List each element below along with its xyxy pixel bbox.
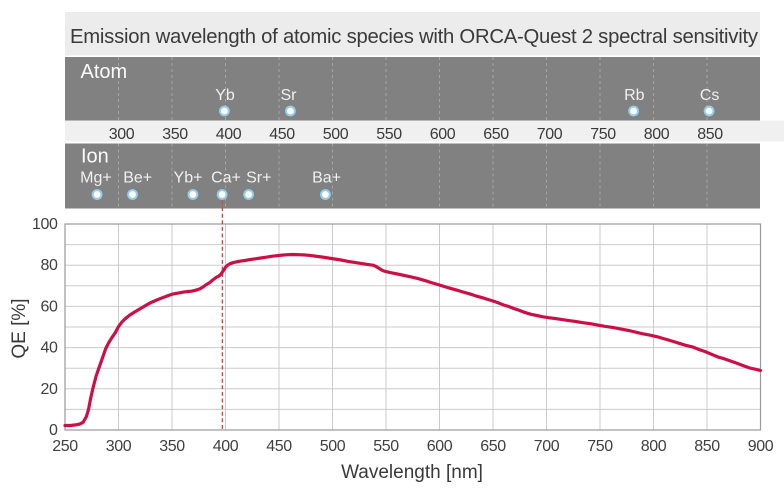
svg-text:Yb: Yb <box>215 87 235 104</box>
svg-text:600: 600 <box>430 126 456 143</box>
svg-text:Cs: Cs <box>700 87 720 104</box>
svg-text:Rb: Rb <box>624 87 645 104</box>
svg-text:Be+: Be+ <box>123 170 152 187</box>
svg-text:400: 400 <box>213 438 239 455</box>
svg-text:80: 80 <box>41 257 58 274</box>
svg-text:Ba+: Ba+ <box>312 170 341 187</box>
svg-text:Atom: Atom <box>81 61 128 83</box>
svg-text:450: 450 <box>266 438 292 455</box>
svg-text:650: 650 <box>483 126 509 143</box>
svg-text:40: 40 <box>41 340 58 357</box>
svg-text:300: 300 <box>109 126 135 143</box>
svg-text:850: 850 <box>697 126 723 143</box>
svg-text:700: 700 <box>534 438 560 455</box>
svg-text:800: 800 <box>641 438 667 455</box>
svg-text:550: 550 <box>373 438 399 455</box>
svg-text:600: 600 <box>427 438 453 455</box>
svg-text:100: 100 <box>32 216 58 233</box>
svg-text:Emission wavelength of atomic: Emission wavelength of atomic species wi… <box>70 26 759 48</box>
svg-text:800: 800 <box>644 126 670 143</box>
svg-text:350: 350 <box>162 126 188 143</box>
svg-text:900: 900 <box>748 438 774 455</box>
svg-text:250: 250 <box>52 438 78 455</box>
svg-text:650: 650 <box>480 438 506 455</box>
svg-text:QE [%]: QE [%] <box>9 298 30 358</box>
svg-text:Ca+: Ca+ <box>211 170 241 187</box>
svg-text:Mg+: Mg+ <box>80 170 112 187</box>
svg-text:400: 400 <box>216 126 242 143</box>
svg-text:Yb+: Yb+ <box>174 170 203 187</box>
svg-text:300: 300 <box>106 438 132 455</box>
svg-text:500: 500 <box>323 126 349 143</box>
svg-text:0: 0 <box>49 422 58 439</box>
svg-text:700: 700 <box>537 126 563 143</box>
svg-text:450: 450 <box>269 126 295 143</box>
svg-text:750: 750 <box>590 126 616 143</box>
svg-text:20: 20 <box>41 381 58 398</box>
svg-text:Ion: Ion <box>81 146 109 168</box>
svg-text:Sr: Sr <box>281 87 298 104</box>
svg-text:550: 550 <box>376 126 402 143</box>
svg-text:60: 60 <box>41 298 58 315</box>
svg-text:850: 850 <box>694 438 720 455</box>
svg-text:350: 350 <box>159 438 185 455</box>
svg-text:Sr+: Sr+ <box>246 170 271 187</box>
svg-text:Wavelength [nm]: Wavelength [nm] <box>341 462 483 483</box>
svg-text:500: 500 <box>320 438 346 455</box>
svg-text:750: 750 <box>587 438 613 455</box>
